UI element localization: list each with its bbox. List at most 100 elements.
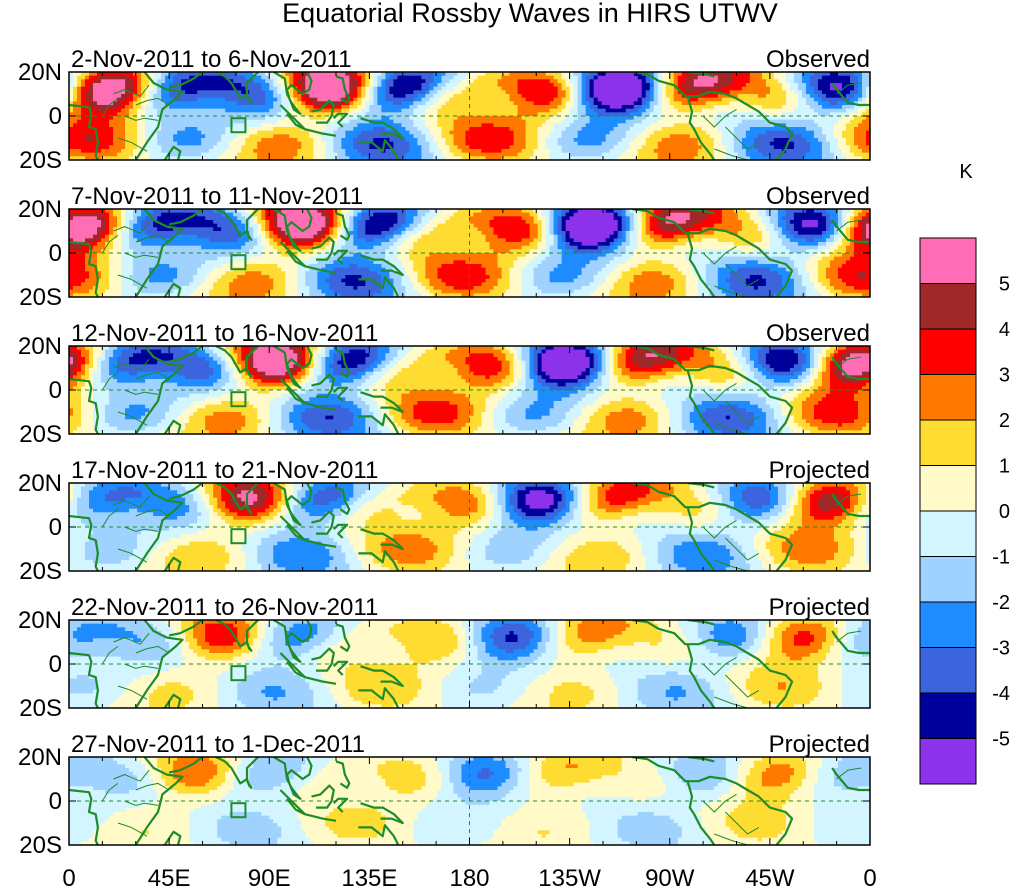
heatmap-cell — [641, 94, 647, 99]
heatmap-cell — [237, 86, 242, 91]
heatmap-cell — [805, 134, 811, 139]
heatmap-cell — [673, 127, 679, 132]
heatmap-cell — [281, 90, 286, 95]
heatmap-cell — [225, 123, 230, 128]
heatmap-cell — [349, 156, 354, 160]
heatmap-cell — [653, 101, 659, 106]
heatmap-cell — [409, 141, 415, 146]
heatmap-cell — [289, 209, 294, 214]
heatmap-cell — [249, 72, 254, 77]
heatmap-cell — [593, 101, 599, 106]
heatmap-cell — [705, 108, 711, 113]
heatmap-cell — [457, 145, 463, 150]
heatmap-cell — [293, 97, 298, 102]
heatmap-cell — [169, 101, 174, 106]
heatmap-cell — [341, 130, 346, 135]
coastline — [335, 75, 351, 104]
heatmap-cell — [553, 108, 559, 113]
heatmap-cell — [205, 123, 210, 128]
heatmap-cell — [565, 101, 571, 106]
heatmap-cell — [809, 90, 815, 95]
heatmap-cell — [369, 86, 374, 91]
heatmap-cell — [273, 145, 278, 150]
heatmap-cell — [673, 112, 679, 117]
heatmap-cell — [205, 112, 210, 117]
heatmap-cell — [413, 97, 419, 102]
heatmap-cell — [413, 134, 419, 139]
heatmap-cell — [517, 134, 523, 139]
heatmap-cell — [505, 134, 511, 139]
heatmap-cell — [637, 130, 643, 135]
heatmap-cell — [137, 156, 142, 160]
heatmap-cell — [269, 152, 274, 157]
heatmap-cell — [425, 127, 431, 132]
heatmap-cell — [117, 123, 122, 128]
heatmap-cell — [813, 86, 819, 91]
heatmap-cell — [529, 108, 535, 113]
heatmap-cell — [866, 79, 870, 84]
heatmap-cell — [837, 83, 843, 88]
heatmap-cell — [601, 108, 607, 113]
heatmap-cell — [413, 152, 419, 157]
heatmap-cell — [73, 83, 78, 88]
heatmap-cell — [801, 86, 807, 91]
heatmap-cell — [537, 112, 543, 117]
heatmap-cell — [213, 75, 218, 80]
heatmap-cell — [369, 127, 374, 132]
heatmap-cell — [237, 152, 242, 157]
heatmap-cell — [481, 112, 487, 117]
heatmap-cell — [417, 108, 423, 113]
heatmap-cell — [761, 130, 767, 135]
heatmap-cell — [829, 83, 835, 88]
heatmap-cell — [309, 105, 314, 110]
heatmap-cell — [833, 141, 839, 146]
heatmap-cell — [425, 79, 431, 84]
heatmap-cell — [229, 94, 234, 99]
heatmap-cell — [89, 130, 94, 135]
heatmap-cell — [477, 119, 483, 124]
heatmap-cell — [457, 83, 463, 88]
heatmap-cell — [361, 152, 366, 157]
heatmap-cell — [541, 127, 547, 132]
heatmap-cell — [701, 149, 707, 154]
heatmap-cell — [609, 127, 615, 132]
heatmap-cell — [81, 94, 86, 99]
heatmap-cell — [729, 152, 735, 157]
heatmap-cell — [353, 105, 358, 110]
heatmap-cell — [105, 123, 110, 128]
heatmap-cell — [181, 145, 186, 150]
heatmap-cell — [469, 83, 475, 88]
heatmap-cell — [825, 72, 831, 77]
heatmap-cell — [665, 101, 671, 106]
heatmap-cell — [637, 108, 643, 113]
heatmap-cell — [305, 119, 310, 124]
heatmap-cell — [689, 127, 695, 132]
heatmap-cell — [621, 130, 627, 135]
heatmap-cell — [477, 116, 483, 121]
heatmap-cell — [313, 105, 318, 110]
heatmap-cell — [409, 119, 415, 124]
heatmap-cell — [325, 75, 330, 80]
heatmap-cell — [69, 101, 74, 106]
heatmap-cell — [357, 119, 362, 124]
heatmap-cell — [153, 119, 158, 124]
heatmap-cell — [809, 97, 815, 102]
heatmap-cell — [457, 141, 463, 146]
heatmap-cell — [637, 123, 643, 128]
heatmap-cell — [521, 119, 527, 124]
heatmap-cell — [493, 94, 499, 99]
heatmap-cell — [357, 141, 362, 146]
heatmap-cell — [69, 108, 74, 113]
heatmap-cell — [465, 119, 471, 124]
heatmap-cell — [285, 209, 290, 214]
heatmap-cell — [793, 94, 799, 99]
heatmap-cell — [261, 116, 266, 121]
heatmap-cell — [205, 130, 210, 135]
heatmap-cell — [701, 127, 707, 132]
heatmap-cell — [161, 79, 166, 84]
heatmap-cell — [213, 134, 218, 139]
heatmap-cell — [325, 209, 330, 214]
heatmap-cell — [737, 145, 743, 150]
heatmap-cell — [517, 156, 523, 160]
heatmap-cell — [497, 119, 503, 124]
